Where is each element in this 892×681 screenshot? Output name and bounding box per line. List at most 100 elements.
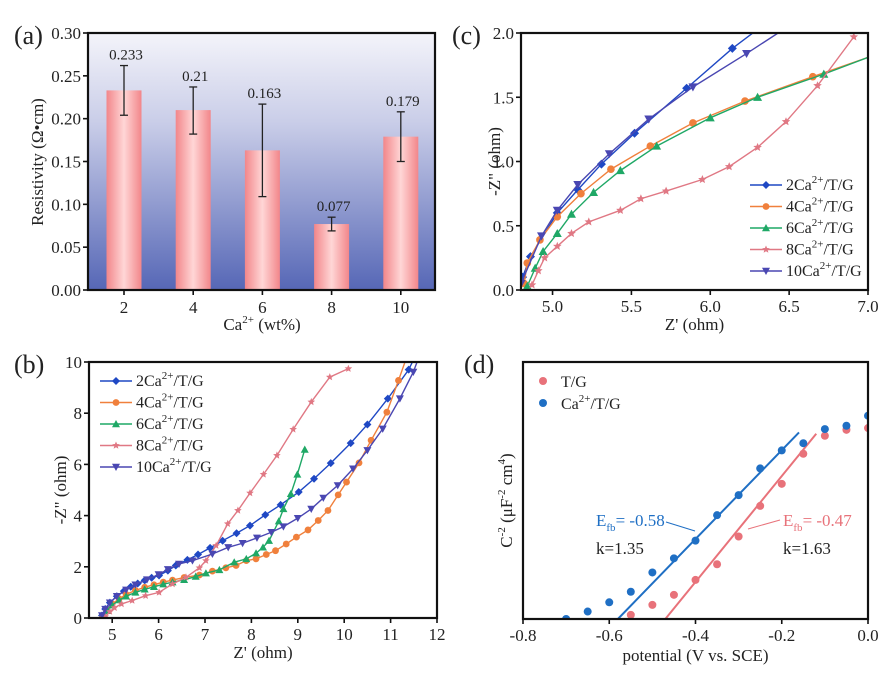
y-tick-label: 2.0 bbox=[493, 24, 514, 43]
legend-marker bbox=[112, 463, 120, 471]
data-point bbox=[781, 117, 791, 126]
data-point bbox=[110, 603, 119, 611]
data-point bbox=[648, 600, 657, 609]
data-point bbox=[208, 550, 217, 558]
data-point bbox=[534, 266, 543, 275]
y-tick-label: 1.0 bbox=[493, 153, 514, 172]
data-point bbox=[799, 449, 808, 458]
data-point bbox=[713, 511, 722, 520]
data-point bbox=[333, 482, 342, 490]
series-line bbox=[526, 56, 868, 287]
y-tick-label: 10 bbox=[65, 353, 82, 372]
y-tick-label: 0.15 bbox=[51, 153, 81, 172]
slope-label: k=1.63 bbox=[783, 539, 831, 558]
legend-entry: 4Ca2+/T/G bbox=[750, 196, 854, 216]
data-point bbox=[691, 575, 700, 584]
x-axis-title: Z' (ohm) bbox=[665, 315, 724, 334]
data-point bbox=[395, 395, 404, 403]
data-point bbox=[753, 142, 762, 151]
y-axis-title: Resistivity (Ω•cm) bbox=[28, 98, 47, 226]
data-point bbox=[293, 514, 302, 523]
data-point bbox=[522, 281, 532, 290]
data-point bbox=[97, 612, 106, 618]
data-point bbox=[573, 181, 583, 190]
data-point bbox=[404, 365, 413, 374]
data-point bbox=[112, 593, 121, 601]
data-point bbox=[648, 568, 657, 577]
y-tick-label: 0.0 bbox=[493, 281, 514, 300]
data-point bbox=[122, 592, 131, 600]
data-point bbox=[289, 425, 297, 433]
data-point bbox=[234, 506, 242, 514]
series-6Ca bbox=[522, 56, 868, 290]
data-point bbox=[724, 162, 734, 171]
x-tick-label: 7 bbox=[201, 625, 210, 644]
data-point bbox=[274, 517, 283, 525]
data-point bbox=[324, 507, 332, 514]
data-point bbox=[252, 549, 261, 557]
legend-label: 10Ca2+/T/G bbox=[786, 260, 862, 280]
data-point bbox=[293, 533, 300, 541]
legend-marker bbox=[762, 203, 770, 210]
data-point bbox=[734, 532, 743, 541]
legend-label: 4Ca2+/T/G bbox=[786, 196, 854, 216]
data-point bbox=[753, 92, 763, 101]
data-point bbox=[363, 420, 372, 429]
data-point bbox=[626, 587, 635, 596]
data-point bbox=[273, 451, 281, 459]
data-point bbox=[346, 439, 355, 448]
y-axis-title: C-2 (μF-2 cm4) bbox=[496, 453, 516, 547]
data-point bbox=[163, 566, 172, 574]
y-tick-label: 0.25 bbox=[51, 67, 81, 86]
y-axis-title: -Z" (ohm) bbox=[485, 127, 504, 196]
data-point bbox=[259, 543, 267, 551]
legend-label: T/G bbox=[561, 374, 587, 391]
data-point bbox=[669, 554, 678, 563]
x-tick-label: 0.0 bbox=[857, 626, 878, 645]
data-point bbox=[596, 159, 606, 169]
slope-label: k=1.35 bbox=[596, 539, 644, 558]
data-point bbox=[140, 585, 149, 593]
y-axis-title: -Z" (ohm) bbox=[51, 456, 70, 525]
data-point bbox=[128, 596, 136, 604]
data-point bbox=[584, 217, 594, 226]
y-tick-label: 0.20 bbox=[51, 110, 81, 129]
x-tick-label: 7.0 bbox=[857, 297, 878, 316]
data-point bbox=[537, 232, 547, 241]
y-tick-label: 6 bbox=[74, 455, 83, 474]
data-point bbox=[304, 526, 312, 534]
data-point bbox=[727, 43, 737, 53]
data-point bbox=[540, 253, 549, 262]
legend: 2Ca2+/T/G4Ca2+/T/G6Ca2+/T/G8Ca2+/T/G10Ca… bbox=[750, 174, 862, 280]
data-point bbox=[616, 205, 625, 214]
data-point bbox=[734, 491, 743, 500]
legend-marker bbox=[112, 420, 120, 428]
data-point bbox=[101, 605, 110, 614]
x-tick-label: 5 bbox=[108, 625, 117, 644]
data-point bbox=[159, 580, 168, 588]
data-point bbox=[777, 446, 786, 455]
data-point bbox=[553, 212, 562, 221]
x-axis-title: Ca2+ (wt%) bbox=[223, 314, 300, 334]
legend-entry: 8Ca2+/T/G bbox=[100, 435, 204, 455]
legend-entry: 10Ca2+/T/G bbox=[750, 260, 862, 280]
data-point bbox=[195, 563, 204, 572]
y-tick-label: 0.00 bbox=[51, 281, 81, 300]
x-tick-label: 10 bbox=[392, 298, 409, 317]
x-tick-label: 10 bbox=[336, 625, 353, 644]
legend-entry: 10Ca2+/T/G bbox=[100, 456, 212, 476]
panel-label: (b) bbox=[14, 350, 44, 379]
data-point bbox=[661, 186, 671, 195]
annotation-tg: Efb= -0.47 k=1.63 bbox=[747, 511, 852, 558]
data-point bbox=[182, 573, 190, 581]
legend: 2Ca2+/T/G4Ca2+/T/G6Ca2+/T/G8Ca2+/T/G10Ca… bbox=[100, 370, 212, 476]
data-point bbox=[175, 560, 184, 568]
panel-label: (a) bbox=[14, 21, 43, 50]
data-point bbox=[279, 523, 288, 531]
data-point bbox=[293, 470, 302, 478]
efb-label: Efb= -0.58 bbox=[596, 511, 665, 534]
data-label-10: 0.179 bbox=[386, 94, 420, 110]
data-point bbox=[261, 510, 270, 519]
data-point bbox=[630, 128, 640, 138]
